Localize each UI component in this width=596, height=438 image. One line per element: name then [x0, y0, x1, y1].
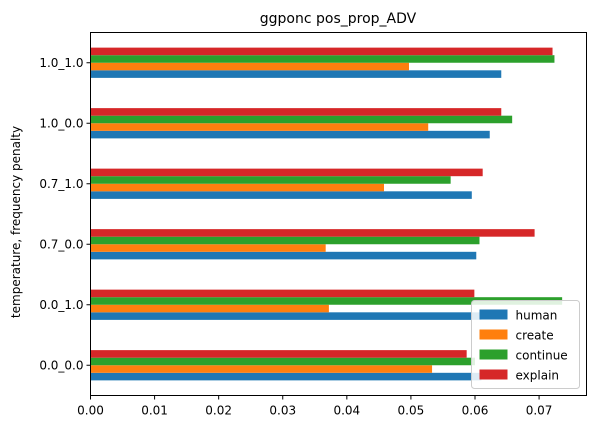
legend-label-human: human [516, 309, 558, 323]
bar-create-0.0_1.0 [91, 305, 329, 313]
x-tick-label: 0.06 [462, 404, 489, 418]
y-axis-label: temperature, frequency penalty [9, 126, 23, 318]
x-tick-label: 0.01 [141, 404, 168, 418]
y-tick-label: 1.0_0.0 [39, 116, 83, 130]
bar-create-1.0_1.0 [91, 63, 409, 71]
bar-continue-0.7_0.0 [91, 237, 480, 245]
bar-explain-0.7_0.0 [91, 229, 535, 237]
bar-explain-1.0_0.0 [91, 108, 502, 116]
bar-continue-0.0_0.0 [91, 358, 475, 366]
bar-explain-1.0_1.0 [91, 48, 553, 56]
y-tick-label: 0.7_1.0 [39, 177, 83, 191]
bar-human-0.0_1.0 [91, 312, 482, 320]
legend-label-create: create [516, 329, 554, 343]
bar-human-1.0_0.0 [91, 131, 490, 139]
chart-title: ggponc pos_prop_ADV [260, 11, 417, 27]
y-tick-label: 0.0_0.0 [39, 358, 83, 372]
bar-human-1.0_1.0 [91, 70, 502, 78]
bar-create-0.7_1.0 [91, 184, 384, 192]
x-tick-label: 0.02 [205, 404, 232, 418]
y-tick-label: 0.7_0.0 [39, 237, 83, 251]
bar-continue-1.0_1.0 [91, 55, 555, 63]
legend: human create continue explain [472, 301, 580, 389]
legend-swatch-explain [480, 370, 508, 380]
bar-explain-0.0_0.0 [91, 350, 467, 358]
legend-label-explain: explain [516, 369, 560, 383]
x-tick-label: 0.00 [77, 404, 104, 418]
x-tick-label: 0.05 [398, 404, 425, 418]
bar-continue-1.0_0.0 [91, 116, 513, 124]
legend-swatch-create [480, 330, 508, 340]
legend-swatch-continue [480, 350, 508, 360]
x-tick-label: 0.03 [269, 404, 296, 418]
x-tick-label: 0.07 [526, 404, 553, 418]
bar-create-0.0_0.0 [91, 365, 433, 373]
y-tick-label: 0.0_1.0 [39, 298, 83, 312]
x-tick-label: 0.04 [333, 404, 360, 418]
bar-create-1.0_0.0 [91, 123, 429, 131]
bar-explain-0.7_1.0 [91, 169, 483, 177]
bar-human-0.7_1.0 [91, 191, 472, 199]
bar-create-0.7_0.0 [91, 244, 326, 252]
legend-swatch-human [480, 310, 508, 320]
y-tick-label: 1.0_1.0 [39, 56, 83, 70]
bar-explain-0.0_1.0 [91, 290, 475, 298]
legend-label-continue: continue [516, 349, 568, 363]
bar-human-0.7_0.0 [91, 252, 477, 260]
bar-continue-0.7_1.0 [91, 176, 451, 184]
bar-human-0.0_0.0 [91, 373, 482, 381]
